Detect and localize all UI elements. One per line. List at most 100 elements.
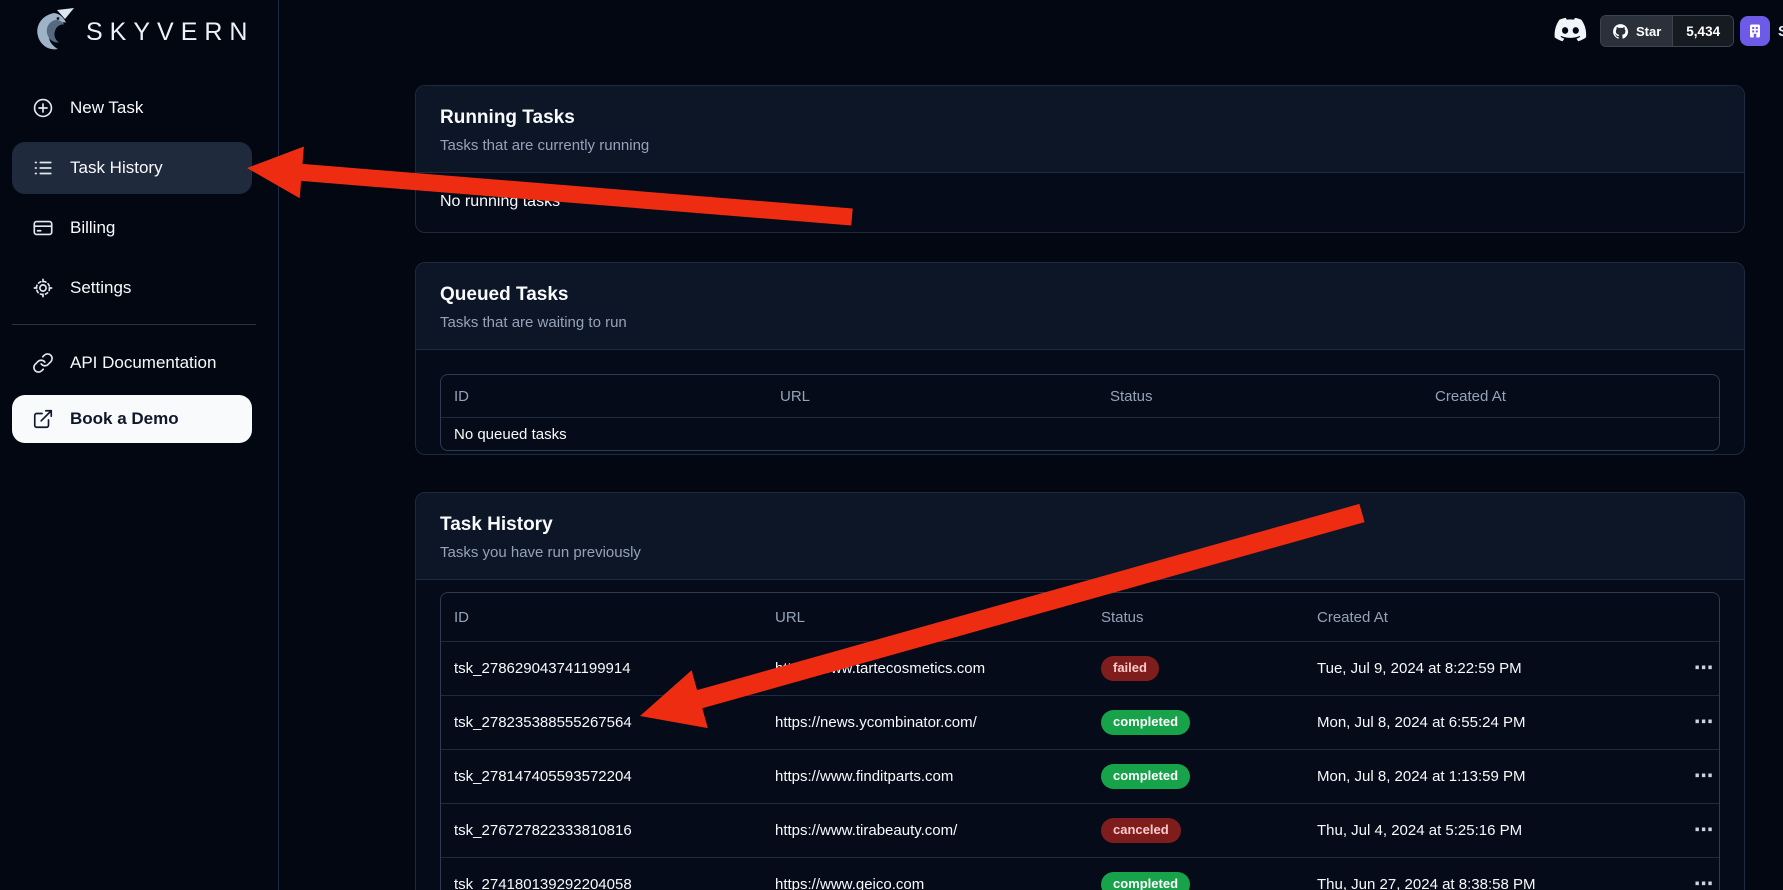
status-badge: canceled: [1101, 818, 1181, 843]
actions-cell: ⋯: [1675, 821, 1719, 840]
task-history-table: ID URL Status Created At tsk_27862904374…: [440, 592, 1720, 890]
status-badge: completed: [1101, 710, 1191, 735]
created-at-cell: Thu, Jun 27, 2024 at 8:38:58 PM: [1317, 876, 1536, 890]
github-star-label: Star: [1636, 23, 1662, 39]
row-actions-button[interactable]: ⋯: [1688, 875, 1719, 890]
status-cell: completed: [1088, 872, 1304, 890]
status-cell: completed: [1088, 764, 1304, 789]
no-running-tasks-text: No running tasks: [440, 193, 561, 210]
empty-row: No queued tasks: [441, 417, 1719, 450]
row-actions-button[interactable]: ⋯: [1688, 659, 1719, 678]
task-history-header: Task History Tasks you have run previous…: [416, 493, 1744, 580]
column-header-id: ID: [454, 387, 469, 405]
user-name-label: Sk: [1778, 23, 1783, 40]
sidebar-item-task-history[interactable]: Task History: [12, 142, 252, 194]
no-queued-tasks-text: No queued tasks: [454, 425, 567, 443]
task-url-cell: https://www.geico.com: [775, 876, 925, 890]
column-header-status: Status: [1101, 608, 1144, 626]
external-link-icon: [33, 409, 53, 429]
sidebar-item-api-documentation[interactable]: API Documentation: [12, 339, 252, 387]
task-id-cell: tsk_274180139292204058: [454, 876, 632, 890]
column-header-url: URL: [775, 608, 806, 626]
table-row[interactable]: tsk_276727822333810816 https://www.tirabe…: [441, 803, 1719, 857]
row-actions-button[interactable]: ⋯: [1688, 767, 1719, 786]
task-id-cell: tsk_278235388555267564: [454, 714, 632, 731]
task-url-cell: https://www.finditparts.com: [775, 768, 954, 785]
book-a-demo-button[interactable]: Book a Demo: [12, 395, 252, 443]
queued-tasks-table: ID URL Status Created At No queued tasks: [440, 374, 1720, 451]
sidebar-item-label: API Documentation: [70, 353, 217, 372]
app-logo[interactable]: SKYVERN: [24, 6, 254, 58]
queued-tasks-header: Queued Tasks Tasks that are waiting to r…: [416, 263, 1744, 350]
sidebar-item-new-task[interactable]: New Task: [12, 84, 252, 132]
task-id-cell: tsk_276727822333810816: [454, 822, 632, 839]
status-badge: failed: [1101, 656, 1159, 681]
sidebar-divider: [12, 324, 256, 325]
column-header-id: ID: [454, 608, 469, 626]
discord-icon[interactable]: [1551, 15, 1589, 45]
card-title: Task History: [440, 514, 553, 535]
table-row[interactable]: tsk_278235388555267564 https://news.ycomb…: [441, 695, 1719, 749]
sidebar-item-label: Task History: [70, 158, 163, 177]
card-subtitle: Tasks you have run previously: [440, 544, 641, 561]
sidebar-item-billing[interactable]: Billing: [12, 204, 252, 252]
column-header-created-at: Created At: [1435, 387, 1506, 405]
column-header-created-at: Created At: [1317, 608, 1388, 626]
github-icon: [1613, 23, 1629, 39]
sidebar-item-settings[interactable]: Settings: [12, 264, 252, 312]
plus-circle-icon: [33, 98, 53, 118]
task-id-cell: tsk_278147405593572204: [454, 768, 632, 785]
sidebar: SKYVERN New Task Task History Billing Se…: [0, 0, 279, 890]
task-url-cell: https://www.tartecosmetics.com: [775, 660, 986, 677]
card-subtitle: Tasks that are waiting to run: [440, 314, 627, 331]
status-cell: canceled: [1088, 818, 1304, 843]
running-tasks-header: Running Tasks Tasks that are currently r…: [416, 86, 1744, 173]
skyvern-dragon-icon: [37, 8, 74, 50]
task-id-cell: tsk_278629043741199914: [454, 660, 631, 677]
column-header-status: Status: [1110, 387, 1153, 405]
task-url-cell: https://www.tirabeauty.com/: [775, 822, 958, 839]
row-actions-button[interactable]: ⋯: [1688, 821, 1719, 840]
history-table-rows: tsk_278629043741199914 https://www.tartec…: [441, 641, 1719, 890]
table-header-row: ID URL Status Created At: [441, 593, 1719, 641]
sidebar-item-label: Billing: [70, 218, 116, 237]
actions-cell: ⋯: [1675, 767, 1719, 786]
github-star-count: 5,434: [1672, 16, 1734, 46]
gear-icon: [33, 278, 53, 298]
link-icon: [33, 353, 53, 373]
actions-cell: ⋯: [1675, 875, 1719, 890]
table-header-row: ID URL Status Created At: [441, 375, 1719, 417]
table-row[interactable]: tsk_274180139292204058 https://www.geico.…: [441, 857, 1719, 890]
card-subtitle: Tasks that are currently running: [440, 137, 650, 154]
status-badge: completed: [1101, 764, 1191, 789]
status-cell: failed: [1088, 656, 1304, 681]
card-title: Queued Tasks: [440, 284, 569, 305]
list-icon: [34, 161, 52, 175]
card-title: Running Tasks: [440, 107, 575, 128]
row-actions-button[interactable]: ⋯: [1688, 713, 1719, 732]
sidebar-item-label: Book a Demo: [70, 409, 179, 428]
created-at-cell: Thu, Jul 4, 2024 at 5:25:16 PM: [1317, 822, 1523, 839]
sidebar-item-label: Settings: [70, 278, 132, 297]
credit-card-icon: [33, 220, 53, 236]
task-url-cell: https://news.ycombinator.com/: [775, 714, 977, 731]
github-star-button[interactable]: Star 5,434: [1600, 15, 1735, 47]
actions-cell: ⋯: [1675, 659, 1719, 678]
status-badge: completed: [1101, 872, 1191, 890]
table-row[interactable]: tsk_278147405593572204 https://www.findit…: [441, 749, 1719, 803]
queued-tasks-card: Queued Tasks Tasks that are waiting to r…: [415, 262, 1745, 455]
sidebar-item-label: New Task: [70, 98, 144, 117]
organization-icon: [1750, 24, 1760, 38]
created-at-cell: Mon, Jul 8, 2024 at 6:55:24 PM: [1317, 714, 1526, 731]
table-row[interactable]: tsk_278629043741199914 https://www.tartec…: [441, 641, 1719, 695]
created-at-cell: Mon, Jul 8, 2024 at 1:13:59 PM: [1317, 768, 1526, 785]
column-header-url: URL: [780, 387, 811, 405]
running-tasks-card: Running Tasks Tasks that are currently r…: [415, 85, 1745, 233]
brand-name: SKYVERN: [86, 17, 255, 46]
actions-cell: ⋯: [1675, 713, 1719, 732]
status-cell: completed: [1088, 710, 1304, 735]
task-history-card: Task History Tasks you have run previous…: [415, 492, 1745, 890]
created-at-cell: Tue, Jul 9, 2024 at 8:22:59 PM: [1317, 660, 1522, 677]
avatar[interactable]: [1740, 16, 1770, 46]
